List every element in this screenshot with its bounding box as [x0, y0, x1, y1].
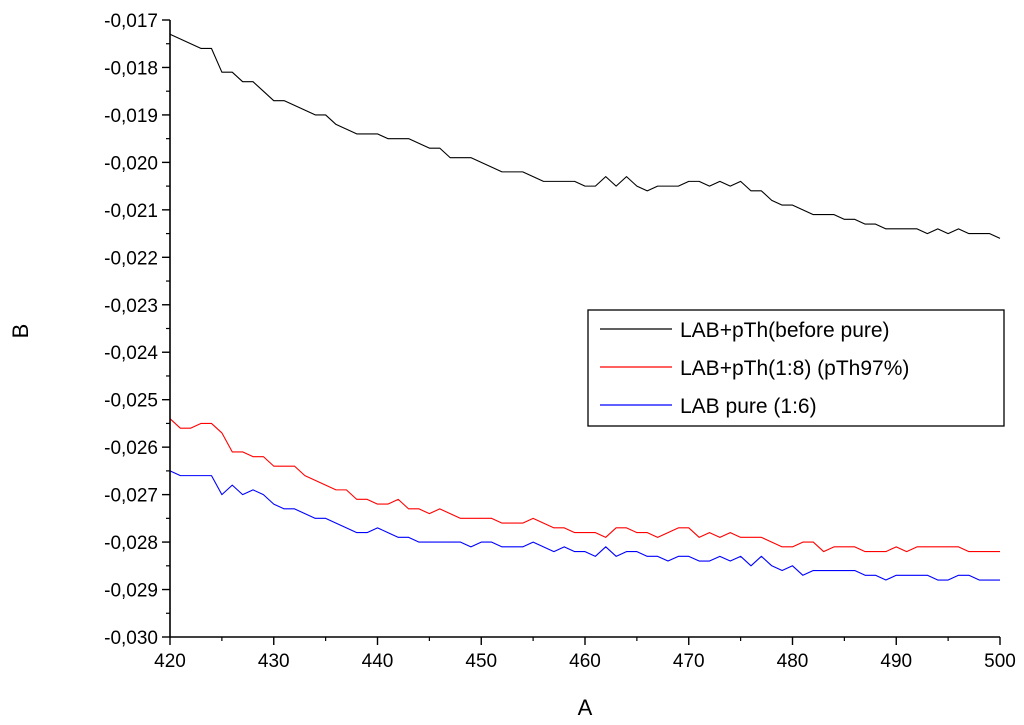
legend: LAB+pTh(before pure) LAB+pTh(1:8) (pTh97%… — [587, 309, 1005, 427]
y-tick-label: -0,026 — [104, 438, 158, 459]
y-tick-label: -0,028 — [104, 533, 158, 554]
y-tick-label: -0,020 — [104, 153, 158, 174]
legend-label-0: LAB+pTh(before pure) — [680, 319, 890, 342]
x-tick-label: 460 — [569, 651, 601, 672]
legend-label-2: LAB pure (1:6) — [680, 395, 817, 418]
y-tick-label: -0,021 — [104, 201, 158, 222]
x-tick-label: 470 — [673, 651, 705, 672]
y-tick-label: -0,019 — [104, 106, 158, 127]
x-tick-label: 420 — [154, 651, 186, 672]
series-line-0 — [169, 33, 1001, 239]
y-tick-label: -0,023 — [104, 296, 158, 317]
x-tick-label: 480 — [777, 651, 809, 672]
y-tick-label: -0,022 — [104, 248, 158, 269]
y-tick-label: -0,029 — [104, 581, 158, 602]
plot-lines — [169, 33, 1001, 581]
y-tick-label: -0,024 — [104, 343, 158, 364]
series-line-2 — [169, 470, 1000, 581]
y-tick-label: -0,027 — [104, 486, 158, 507]
x-tick-label: 430 — [258, 651, 290, 672]
legend-label-1: LAB+pTh(1:8) (pTh97%) — [680, 357, 909, 380]
y-tick-label: -0,017 — [104, 11, 158, 32]
x-axis-title: A — [578, 695, 593, 720]
y-tick-label: -0,018 — [104, 58, 158, 79]
x-tick-label: 490 — [880, 651, 912, 672]
y-axis-title: B — [8, 324, 33, 339]
ticks: 420 430 440 450 460 470 480 490 500 -0,017 -0,018 -… — [104, 11, 1016, 672]
y-tick-label: -0,025 — [104, 391, 158, 412]
x-tick-label: 500 — [984, 651, 1016, 672]
x-tick-label: 450 — [465, 651, 497, 672]
series-line-1 — [169, 418, 1000, 553]
y-tick-label: -0,030 — [104, 628, 158, 649]
x-tick-label: 440 — [362, 651, 394, 672]
